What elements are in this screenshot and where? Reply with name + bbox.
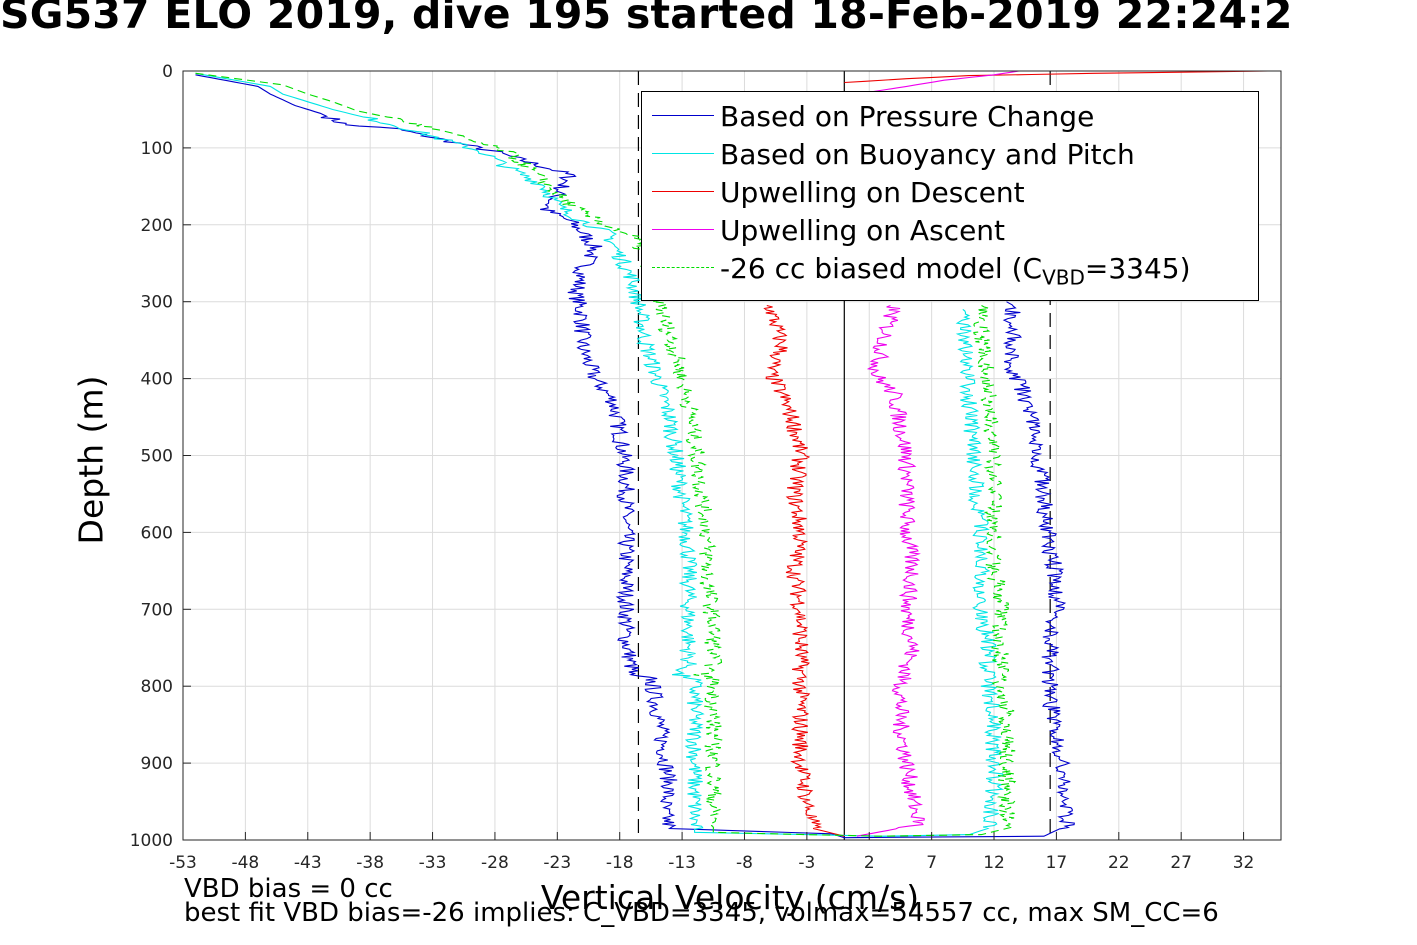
legend-item-biased-model: -26 cc biased model (CVBD=3345) [642, 248, 1258, 290]
legend-swatch-biased-model [652, 267, 714, 268]
series-line-5 [844, 70, 1269, 84]
series-line-1 [195, 72, 1005, 837]
legend-label-biased-model: -26 cc biased model (CVBD=3345) [720, 252, 1191, 290]
legend-label-buoyancy-pitch: Based on Buoyancy and Pitch [720, 138, 1135, 171]
y-tick-label: 0 [162, 62, 173, 82]
x-tick-label: -23 [543, 853, 571, 873]
legend-label-biased-model-suffix: =3345) [1084, 252, 1191, 285]
x-axis-ticks: -53 -48 -43 -38 -33 -28 -23 -18 -13 -8 -3 2 7 12 17 22 2… [169, 832, 1254, 873]
series-line-2 [763, 304, 845, 837]
series-line-3 [856, 304, 925, 837]
x-tick-label: -33 [419, 853, 447, 873]
legend-label-upwelling-descent: Upwelling on Descent [720, 176, 1025, 209]
legend-item-upwelling-descent: Upwelling on Descent [642, 172, 1258, 210]
x-tick-label: 7 [926, 853, 937, 873]
series-line-6 [856, 70, 1020, 95]
y-axis-label: Depth (m) [71, 375, 111, 545]
legend-swatch-upwelling-descent [652, 191, 714, 192]
y-axis-ticks: 0 100 200 300 400 500 600 700 800 900 1000 [130, 62, 191, 851]
y-tick-label: 400 [141, 370, 173, 390]
chart-title: SG537 ELO 2019, dive 195 started 18-Feb-… [0, 0, 1293, 38]
y-tick-label: 900 [141, 754, 173, 774]
y-tick-label: 700 [141, 600, 173, 620]
legend-item-upwelling-ascent: Upwelling on Ascent [642, 210, 1258, 248]
x-tick-label: 32 [1233, 853, 1255, 873]
legend-label-biased-model-sub: VBD [1042, 265, 1085, 290]
y-tick-label: 600 [141, 523, 173, 543]
legend: Based on Pressure Change Based on Buoyan… [641, 91, 1259, 301]
x-tick-label: 2 [864, 853, 875, 873]
footnote-best-fit: best fit VBD bias=-26 implies: C_VBD=334… [184, 898, 1219, 928]
legend-label-upwelling-ascent: Upwelling on Ascent [720, 214, 1006, 247]
legend-swatch-upwelling-ascent [652, 229, 714, 230]
x-tick-label: -38 [356, 853, 384, 873]
x-tick-label: -48 [231, 853, 259, 873]
y-tick-label: 800 [141, 677, 173, 697]
legend-item-pressure-change: Based on Pressure Change [642, 96, 1258, 134]
x-tick-label: 27 [1170, 853, 1192, 873]
x-tick-label: 17 [1046, 853, 1068, 873]
series-line-0 [195, 74, 1075, 839]
x-tick-label: -43 [294, 853, 322, 873]
x-tick-label: 22 [1108, 853, 1130, 873]
y-tick-label: 300 [141, 293, 173, 313]
x-tick-label: 12 [983, 853, 1005, 873]
legend-item-buoyancy-pitch: Based on Buoyancy and Pitch [642, 134, 1258, 172]
y-tick-label: 500 [141, 447, 173, 467]
legend-swatch-pressure-change [652, 115, 714, 116]
y-tick-label: 200 [141, 216, 173, 236]
y-tick-label: 100 [141, 139, 173, 159]
x-tick-label: -8 [736, 853, 753, 873]
x-tick-label: -13 [668, 853, 696, 873]
legend-label-pressure-change: Based on Pressure Change [720, 100, 1095, 133]
legend-label-biased-model-prefix: -26 cc biased model (C [720, 252, 1043, 285]
x-tick-label: -3 [798, 853, 815, 873]
y-tick-label: 1000 [130, 831, 173, 851]
legend-swatch-buoyancy-pitch [652, 153, 714, 154]
x-tick-label: -53 [169, 853, 197, 873]
footnote-vbd-bias: VBD bias = 0 cc [184, 874, 393, 904]
x-axis-label: Vertical Velocity (cm/s) [540, 878, 920, 917]
x-tick-label: -18 [606, 853, 634, 873]
x-tick-label: -28 [481, 853, 509, 873]
